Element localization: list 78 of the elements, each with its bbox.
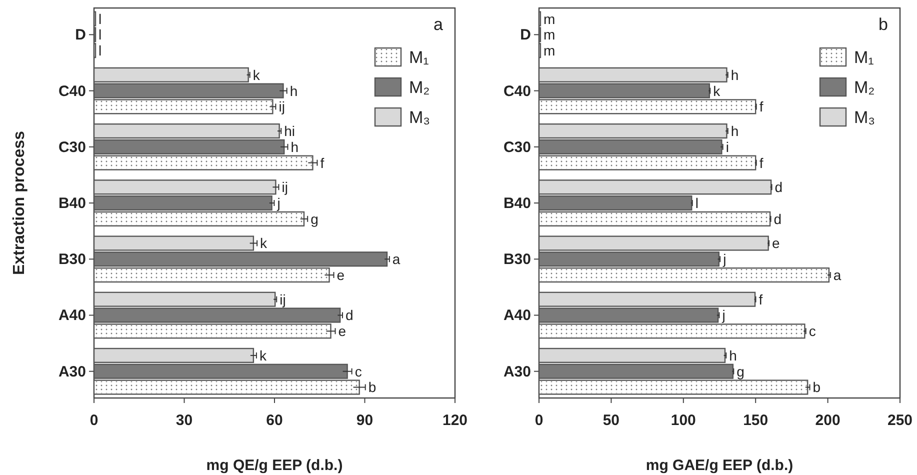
data-label: h bbox=[290, 138, 299, 155]
data-label: h bbox=[290, 82, 298, 99]
legend-label: M₃ bbox=[409, 108, 430, 127]
y-tick-label: D bbox=[75, 26, 86, 44]
data-label: e bbox=[772, 235, 780, 252]
data-label: d bbox=[774, 179, 783, 196]
data-label: k bbox=[252, 66, 261, 83]
data-label: m bbox=[543, 42, 556, 59]
data-label: k bbox=[260, 235, 268, 252]
data-label: ij bbox=[278, 98, 285, 115]
x-tick-label: 60 bbox=[266, 412, 283, 429]
x-tick-label: 100 bbox=[670, 412, 696, 429]
data-label: a bbox=[392, 251, 400, 268]
x-tick-label: 150 bbox=[743, 412, 768, 429]
data-label: d bbox=[345, 307, 354, 324]
x-axis-title: mg QE/g EEP (d.b.) bbox=[206, 457, 343, 474]
x-tick-label: 0 bbox=[90, 412, 98, 429]
legend-label: M₁ bbox=[409, 48, 430, 67]
data-label: f bbox=[320, 154, 324, 171]
x-tick-label: 90 bbox=[356, 412, 374, 429]
data-label: j bbox=[721, 307, 726, 324]
y-tick-label: C40 bbox=[503, 82, 531, 100]
data-label: h bbox=[730, 122, 739, 139]
annotation: b bbox=[878, 15, 888, 34]
data-label: hi bbox=[284, 122, 296, 139]
y-tick-label: D bbox=[520, 26, 532, 44]
data-label: ij bbox=[280, 291, 286, 308]
y-tick-label: A40 bbox=[58, 307, 86, 324]
data-label: m bbox=[543, 10, 556, 27]
data-label: i bbox=[726, 138, 729, 155]
data-label: l bbox=[98, 26, 102, 43]
data-label: l bbox=[695, 195, 698, 211]
x-tick-label: 250 bbox=[887, 412, 913, 429]
y-tick-label: B30 bbox=[503, 251, 531, 268]
x-tick-label: 50 bbox=[602, 412, 620, 429]
data-label: e bbox=[336, 267, 345, 284]
y-axis-title: Extraction process bbox=[11, 130, 28, 276]
legend-label: M₂ bbox=[854, 78, 875, 97]
data-label: d bbox=[774, 210, 782, 227]
data-label: j bbox=[722, 251, 726, 268]
data-label: e bbox=[338, 323, 346, 340]
y-tick-label: B30 bbox=[58, 251, 86, 268]
data-label: c bbox=[808, 323, 816, 340]
legend-label: M₁ bbox=[854, 48, 874, 67]
y-tick-label: A40 bbox=[503, 307, 531, 324]
y-tick-label: C30 bbox=[58, 138, 86, 156]
data-label: b bbox=[812, 379, 821, 396]
x-tick-label: 30 bbox=[176, 412, 193, 429]
data-label: l bbox=[98, 42, 102, 59]
y-tick-label: B40 bbox=[503, 195, 531, 212]
data-label: j bbox=[276, 195, 280, 211]
data-label: l bbox=[98, 10, 102, 27]
data-label: b bbox=[368, 379, 376, 396]
x-tick-label: 200 bbox=[815, 412, 840, 429]
data-label: g bbox=[310, 210, 318, 227]
x-tick-label: 120 bbox=[442, 412, 468, 429]
data-label: h bbox=[730, 66, 739, 83]
annotation: a bbox=[434, 15, 444, 34]
data-label: m bbox=[543, 26, 556, 43]
data-label: k bbox=[259, 347, 268, 364]
data-label: h bbox=[729, 347, 737, 364]
data-label: f bbox=[758, 291, 763, 308]
legend-label: M₃ bbox=[854, 108, 876, 127]
y-tick-label: C40 bbox=[58, 82, 86, 100]
y-tick-label: A30 bbox=[58, 363, 86, 380]
x-tick-label: 0 bbox=[534, 412, 544, 429]
data-label: f bbox=[759, 154, 764, 171]
data-label: c bbox=[354, 363, 362, 380]
y-tick-label: B40 bbox=[58, 195, 86, 212]
data-label: a bbox=[833, 267, 842, 284]
legend-label: M₂ bbox=[409, 78, 430, 97]
x-axis-title: mg GAE/g EEP (d.b.) bbox=[646, 457, 794, 474]
y-tick-label: C30 bbox=[503, 138, 531, 156]
data-label: f bbox=[759, 98, 764, 115]
data-label: k bbox=[713, 82, 722, 99]
y-tick-label: A30 bbox=[503, 363, 531, 380]
data-label: g bbox=[736, 363, 744, 380]
data-label: ij bbox=[282, 179, 288, 196]
